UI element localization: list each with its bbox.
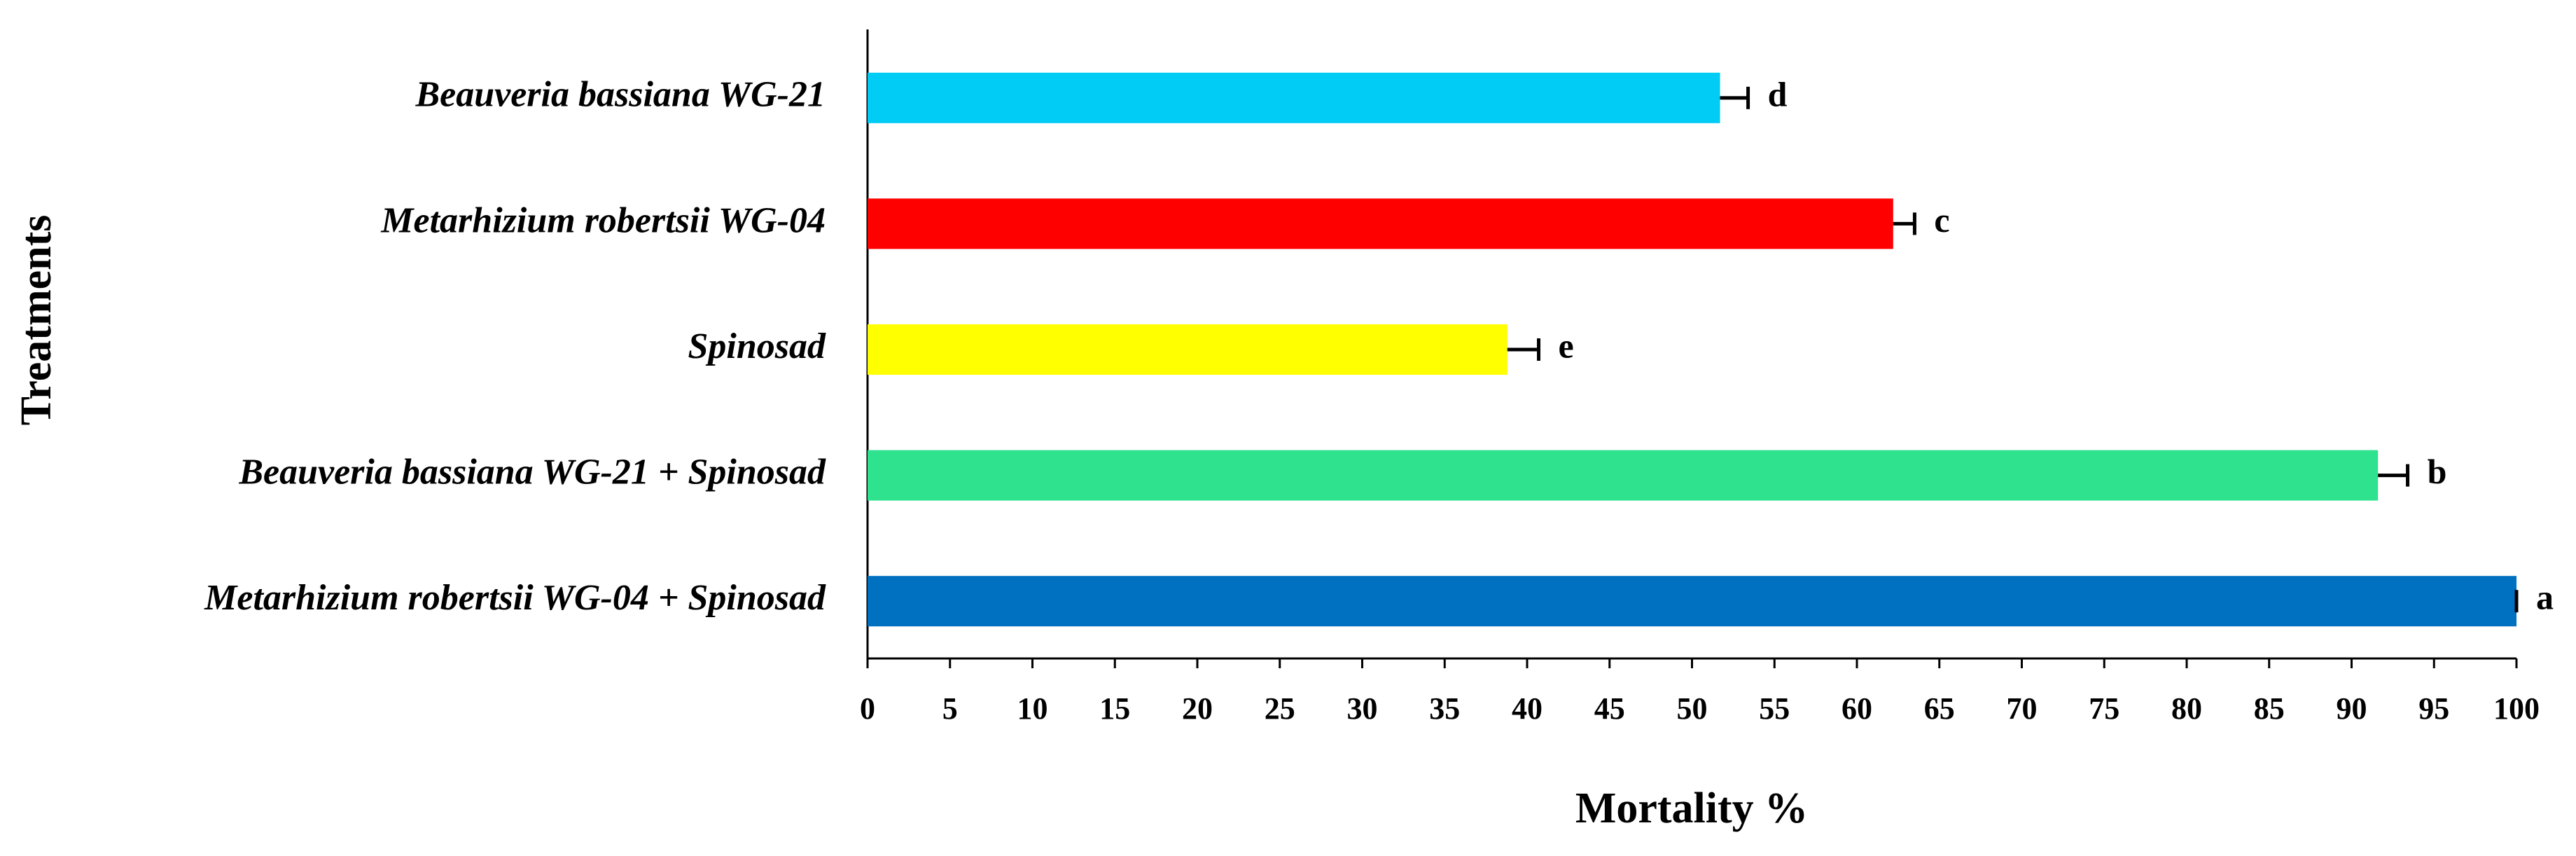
- x-tick-label: 85: [2254, 691, 2285, 726]
- x-tick-label: 75: [2089, 691, 2119, 726]
- x-tick-label: 40: [1512, 691, 1543, 726]
- significance-letter: a: [2536, 578, 2554, 617]
- x-tick-label: 60: [1842, 691, 1872, 726]
- bar: [868, 198, 1893, 249]
- x-tick-label: 35: [1429, 691, 1460, 726]
- x-tick-label: 90: [2337, 691, 2367, 726]
- significance-letter: e: [1558, 326, 1573, 365]
- x-tick-label: 80: [2171, 691, 2202, 726]
- y-tick-label: Metarhizium robertsii WG-04: [380, 200, 826, 240]
- significance-letter: b: [2428, 452, 2447, 491]
- x-tick-label: 20: [1182, 691, 1213, 726]
- y-tick-label: Beauveria bassiana WG-21: [415, 75, 826, 115]
- error-bar: [1720, 86, 1750, 109]
- significance-letter: d: [1768, 74, 1788, 113]
- x-tick-label: 30: [1347, 691, 1378, 726]
- x-tick-label: 5: [942, 691, 958, 726]
- x-tick-label: 100: [2493, 691, 2540, 726]
- x-tick-label: 25: [1265, 691, 1295, 726]
- x-axis-title: Mortality %: [1575, 785, 1808, 832]
- x-tick-label: 70: [2007, 691, 2038, 726]
- y-tick-label: Metarhizium robertsii WG-04 + Spinosad: [204, 578, 826, 618]
- x-tick-label: 15: [1099, 691, 1130, 726]
- x-tick-label: 50: [1677, 691, 1708, 726]
- x-tick-label: 55: [1759, 691, 1790, 726]
- error-bar: [2378, 464, 2410, 487]
- x-tick-label: 95: [2418, 691, 2449, 726]
- bar: [868, 450, 2379, 501]
- x-tick-label: 65: [1924, 691, 1955, 726]
- y-axis-title: Treatments: [13, 215, 60, 426]
- bar: [868, 72, 1720, 123]
- x-tick-label: 0: [860, 691, 875, 726]
- bar: [868, 576, 2516, 627]
- error-bar: [1507, 338, 1540, 361]
- y-tick-label: Spinosad: [688, 326, 826, 366]
- x-tick-label: 45: [1594, 691, 1625, 726]
- bar: [868, 324, 1508, 375]
- y-tick-label: Beauveria bassiana WG-21 + Spinosad: [238, 453, 826, 492]
- significance-letter: c: [1934, 200, 1949, 240]
- x-tick-label: 10: [1017, 691, 1048, 726]
- error-bar: [1893, 212, 1916, 235]
